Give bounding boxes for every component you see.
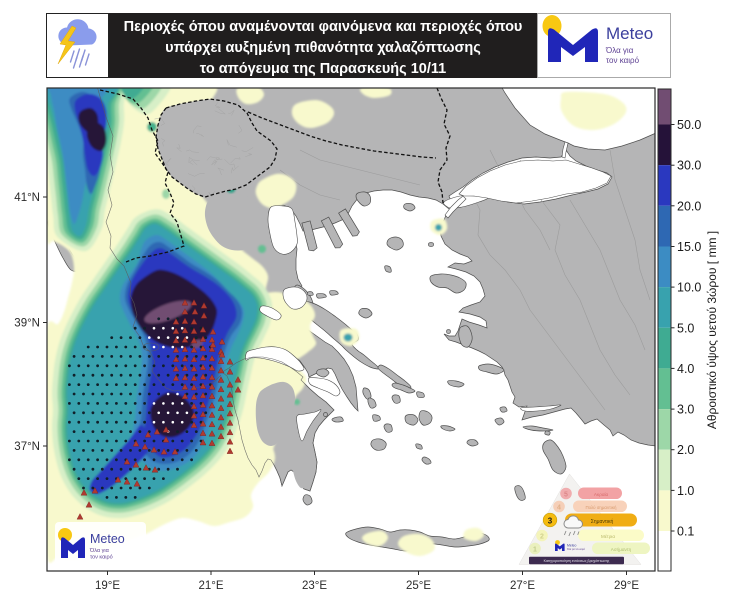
svg-text:39°N: 39°N bbox=[14, 318, 40, 330]
svg-text:Meteo: Meteo bbox=[606, 24, 653, 43]
svg-text:Όλα για: Όλα για bbox=[605, 46, 634, 55]
svg-text:Κατηγοριοποίηση εντάσεως βροχό: Κατηγοριοποίηση εντάσεως βροχόπτωσης bbox=[544, 559, 610, 563]
svg-text:3.0: 3.0 bbox=[677, 403, 694, 417]
svg-text:2: 2 bbox=[540, 533, 544, 540]
svg-text:0.1: 0.1 bbox=[677, 525, 694, 539]
svg-text:29°E: 29°E bbox=[614, 580, 639, 592]
svg-text:30.0: 30.0 bbox=[677, 159, 701, 173]
svg-text:3: 3 bbox=[548, 516, 553, 525]
svg-text:Πολύ σημαντική: Πολύ σημαντική bbox=[585, 505, 617, 510]
svg-text:Σημαντική: Σημαντική bbox=[591, 518, 614, 525]
svg-text:25°E: 25°E bbox=[406, 580, 431, 592]
svg-text:Meteo: Meteo bbox=[567, 544, 577, 548]
svg-text:27°E: 27°E bbox=[510, 580, 535, 592]
svg-text:19°E: 19°E bbox=[95, 580, 120, 592]
svg-text:Μέτρια: Μέτρια bbox=[601, 533, 615, 539]
svg-text:20.0: 20.0 bbox=[677, 199, 701, 213]
svg-text:Meteo: Meteo bbox=[90, 532, 125, 546]
svg-text:Όλα για τον καιρό: Όλα για τον καιρό bbox=[566, 548, 586, 551]
svg-text:37°N: 37°N bbox=[14, 441, 40, 453]
svg-text:τον καιρό: τον καιρό bbox=[90, 554, 113, 561]
svg-text:1: 1 bbox=[533, 546, 537, 553]
svg-text:2.0: 2.0 bbox=[677, 443, 694, 457]
svg-text:23°E: 23°E bbox=[302, 580, 327, 592]
svg-text:τον καιρό: τον καιρό bbox=[606, 56, 640, 65]
svg-text:15.0: 15.0 bbox=[677, 240, 701, 254]
svg-text:Όλα για: Όλα για bbox=[89, 548, 110, 554]
svg-text:10.0: 10.0 bbox=[677, 281, 701, 295]
svg-text:Ακραία: Ακραία bbox=[594, 492, 609, 497]
svg-text:50.0: 50.0 bbox=[677, 118, 701, 132]
svg-text:21°E: 21°E bbox=[198, 580, 223, 592]
svg-text:Αθροιστικό ύψος υετού 3ώρου [: Αθροιστικό ύψος υετού 3ώρου [ mm ] bbox=[705, 231, 719, 429]
svg-text:1.0: 1.0 bbox=[677, 484, 694, 498]
svg-text:5.0: 5.0 bbox=[677, 321, 694, 335]
svg-text:Ασήμαντη: Ασήμαντη bbox=[611, 546, 632, 552]
svg-text:4.0: 4.0 bbox=[677, 362, 694, 376]
svg-text:4: 4 bbox=[557, 504, 561, 511]
svg-text:41°N: 41°N bbox=[14, 192, 40, 204]
svg-text:5: 5 bbox=[564, 491, 568, 498]
